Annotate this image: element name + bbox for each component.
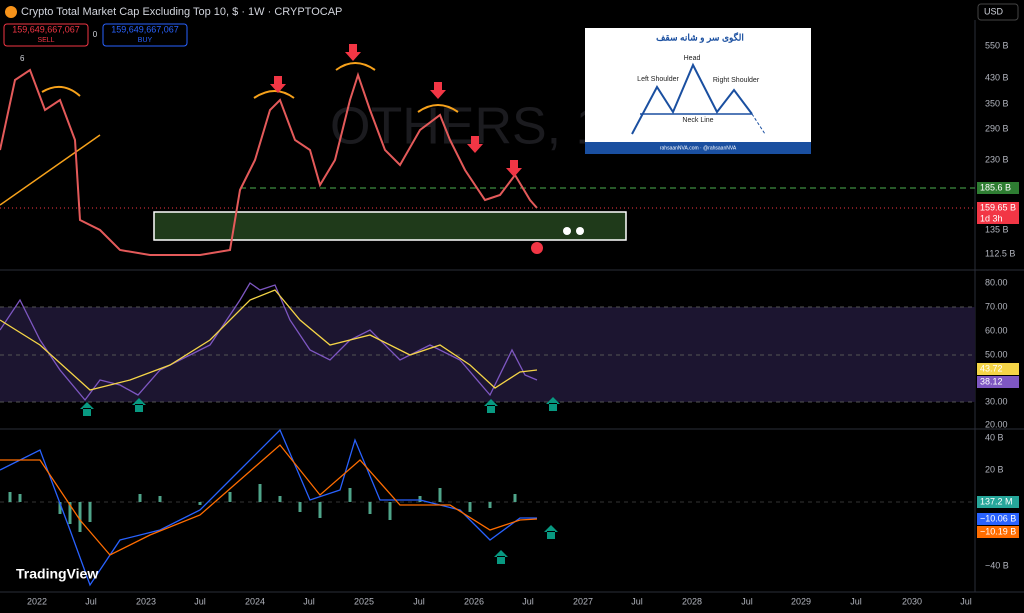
sell-price[interactable]: 159,649,667,067 [12, 24, 80, 34]
rsi-ma [0, 289, 538, 391]
y-tick-label: 430 B [985, 72, 1009, 82]
x-tick-label: 2022 [27, 596, 47, 606]
axis-tag [977, 496, 1019, 508]
signal-line [0, 444, 538, 556]
y-tick-label: 20 B [985, 464, 1004, 474]
axis-tag-label: 137.2 M [980, 496, 1013, 506]
shoulder-arcs [41, 62, 459, 113]
symbol-icon [5, 6, 17, 18]
y-tick-label: 20.00 [985, 419, 1008, 429]
indicator-count[interactable]: 6 [20, 54, 25, 63]
sell-button[interactable] [3, 23, 89, 47]
x-tick-label: 2024 [245, 596, 265, 606]
inset-title: الگوی سر و شانه سقف [656, 31, 744, 43]
axis-tag [977, 182, 1019, 194]
x-tick-label: Jul [631, 596, 643, 606]
y-tick-label: 230 B [985, 154, 1009, 164]
y-tick-label: 50.00 [985, 349, 1008, 359]
spread: 0 [93, 30, 98, 39]
axis-tag-label: −10.06 B [980, 513, 1016, 523]
y-tick-label: 112.5 B [985, 248, 1015, 258]
up-arrows [494, 525, 558, 564]
x-tick-label: 2028 [682, 596, 702, 606]
axis-tag [977, 526, 1019, 538]
symbol-title[interactable]: Crypto Total Market Cap Excluding Top 10… [21, 6, 342, 18]
inset-card [585, 28, 811, 154]
y-tick-label: 70.00 [985, 301, 1008, 311]
macd-histogram [8, 484, 517, 532]
axis-tag-label: 185.6 B [980, 182, 1011, 192]
axis-tag-label: 43.72 [980, 363, 1003, 373]
axis-tag [977, 214, 1019, 224]
y-tick-label: 80.00 [985, 277, 1008, 287]
x-tick-label: 2025 [354, 596, 374, 606]
y-tick-label: 550 B [985, 40, 1009, 50]
price-line [0, 68, 538, 256]
y-tick-label: 30.00 [985, 396, 1008, 406]
eyes [576, 227, 584, 235]
axis-tag-label: 159.65 B [980, 202, 1016, 212]
buy-button[interactable] [102, 23, 188, 47]
inset-neck: Neck Line [682, 117, 713, 124]
y-tick-label: 290 B [985, 123, 1009, 133]
y-tick-label: 350 B [985, 98, 1009, 108]
x-tick-label: Jul [413, 596, 425, 606]
support-zone [153, 211, 627, 241]
sell-label[interactable]: SELL [37, 37, 54, 44]
currency-button[interactable] [977, 3, 1019, 21]
inset-left: Left Shoulder [637, 76, 679, 83]
inset-right: Right Shoulder [713, 77, 760, 84]
x-tick-label: Jul [522, 596, 534, 606]
inset-footer: rahsaanNVA.com · @rahsaanNVA [660, 145, 737, 151]
axis-tag [977, 513, 1019, 525]
axis-tag [977, 363, 1019, 375]
axis-tag [977, 376, 1019, 388]
inset-pattern [631, 62, 753, 135]
x-tick-label: 2030 [902, 596, 922, 606]
x-tick-label: Jul [960, 596, 972, 606]
y-tick-label: 40 B [985, 432, 1004, 442]
y-tick-label: 135 B [985, 224, 1009, 234]
inset-breakdown [751, 113, 766, 135]
inset-footer-bar [585, 142, 811, 154]
axis-tag-label: −10.19 B [980, 526, 1016, 536]
y-tick-label: −40 B [985, 560, 1009, 570]
trendline [0, 134, 101, 206]
watermark: OTHERS, 1 [330, 98, 605, 156]
currency[interactable]: USD [984, 6, 1004, 16]
x-tick-label: 2029 [791, 596, 811, 606]
x-tick-label: Jul [194, 596, 206, 606]
x-tick-label: 2027 [573, 596, 593, 606]
event-icon [531, 242, 543, 254]
x-tick-label: Jul [741, 596, 753, 606]
x-tick-label: 2023 [136, 596, 156, 606]
buy-price[interactable]: 159,649,667,067 [111, 24, 179, 34]
axis-tag-label: 1d 3h [980, 213, 1003, 223]
pattern-inset: الگوی سر و شانه سقف Head Left Shoulder R… [585, 28, 811, 154]
inset-head: Head [684, 55, 701, 62]
y-tick-label: 60.00 [985, 325, 1008, 335]
x-tick-label: Jul [303, 596, 315, 606]
x-tick-label: Jul [850, 596, 862, 606]
brand: TradingView [16, 566, 98, 582]
x-tick-label: Jul [85, 596, 97, 606]
rsi-line [0, 282, 538, 402]
x-tick-label: 2026 [464, 596, 484, 606]
buy-label[interactable]: BUY [138, 37, 153, 44]
axis-tag-label: 38.12 [980, 376, 1003, 386]
axis-tag [977, 202, 1019, 214]
eyes [563, 227, 571, 235]
